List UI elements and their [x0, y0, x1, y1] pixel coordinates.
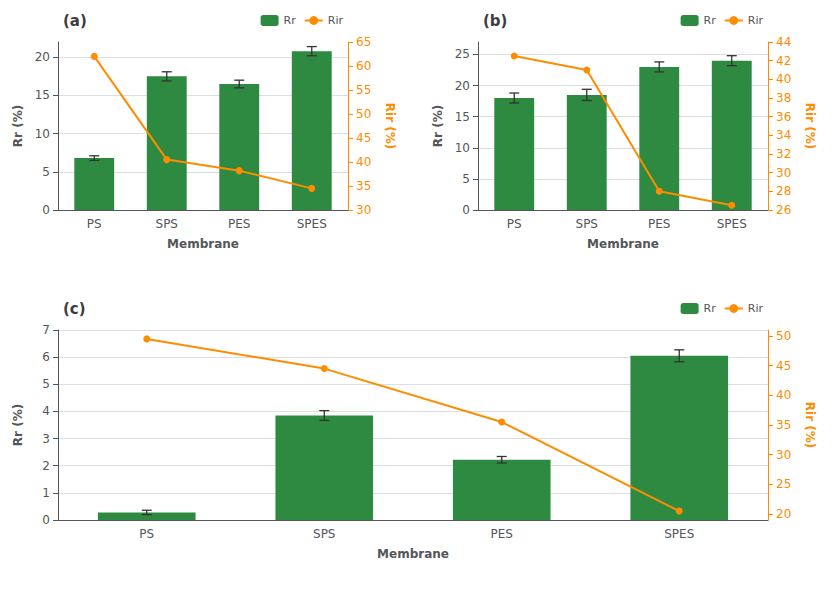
svg-text:36: 36 — [776, 110, 791, 124]
svg-text:32: 32 — [776, 147, 791, 161]
svg-text:SPS: SPS — [576, 217, 598, 231]
svg-text:50: 50 — [776, 329, 791, 343]
svg-text:25: 25 — [455, 47, 470, 61]
svg-text:4: 4 — [42, 404, 50, 418]
svg-text:SPS: SPS — [156, 217, 178, 231]
svg-text:15: 15 — [35, 88, 50, 102]
svg-text:5: 5 — [42, 165, 50, 179]
svg-text:PS: PS — [507, 217, 522, 231]
svg-text:(c): (c) — [63, 300, 86, 318]
svg-text:44: 44 — [776, 35, 791, 49]
svg-text:PES: PES — [491, 527, 513, 541]
svg-text:Rr (%): Rr (%) — [11, 404, 25, 446]
svg-text:20: 20 — [35, 50, 50, 64]
svg-text:45: 45 — [776, 359, 791, 373]
svg-text:42: 42 — [776, 54, 791, 68]
svg-text:28: 28 — [776, 184, 791, 198]
svg-text:7: 7 — [42, 323, 50, 337]
svg-text:Rr: Rr — [704, 302, 717, 315]
svg-text:PS: PS — [139, 527, 154, 541]
svg-text:30: 30 — [776, 448, 791, 462]
svg-text:PES: PES — [228, 217, 250, 231]
svg-text:20: 20 — [455, 79, 470, 93]
svg-text:15: 15 — [455, 110, 470, 124]
svg-text:65: 65 — [356, 35, 371, 49]
svg-text:50: 50 — [356, 107, 371, 121]
svg-text:0: 0 — [42, 513, 50, 527]
svg-text:30: 30 — [776, 166, 791, 180]
svg-text:Membrane: Membrane — [167, 237, 239, 251]
svg-text:SPES: SPES — [297, 217, 327, 231]
svg-text:Rir: Rir — [748, 302, 764, 315]
svg-text:Rir (%): Rir (%) — [383, 103, 397, 149]
svg-text:PS: PS — [87, 217, 102, 231]
svg-text:PES: PES — [648, 217, 670, 231]
svg-text:SPS: SPS — [313, 527, 335, 541]
svg-text:6: 6 — [42, 350, 50, 364]
svg-text:Rir: Rir — [328, 14, 344, 27]
svg-text:Rr: Rr — [704, 14, 717, 27]
svg-text:2: 2 — [42, 459, 50, 473]
svg-text:Rr (%): Rr (%) — [431, 105, 445, 147]
svg-text:35: 35 — [356, 179, 371, 193]
svg-text:1: 1 — [42, 486, 50, 500]
svg-text:55: 55 — [356, 83, 371, 97]
svg-text:(a): (a) — [63, 12, 87, 30]
svg-text:Rr: Rr — [284, 14, 297, 27]
svg-text:10: 10 — [455, 141, 470, 155]
svg-text:3: 3 — [42, 432, 50, 446]
svg-text:25: 25 — [776, 477, 791, 491]
svg-text:40: 40 — [356, 155, 371, 169]
svg-text:30: 30 — [356, 203, 371, 217]
svg-text:5: 5 — [462, 172, 470, 186]
svg-text:45: 45 — [356, 131, 371, 145]
svg-text:40: 40 — [776, 388, 791, 402]
svg-text:34: 34 — [776, 128, 791, 142]
svg-text:20: 20 — [776, 507, 791, 521]
svg-text:35: 35 — [776, 418, 791, 432]
svg-text:26: 26 — [776, 203, 791, 217]
svg-text:0: 0 — [42, 203, 50, 217]
svg-text:5: 5 — [42, 377, 50, 391]
svg-text:Rir (%): Rir (%) — [803, 402, 817, 448]
svg-text:Rir (%): Rir (%) — [803, 103, 817, 149]
svg-text:SPES: SPES — [717, 217, 747, 231]
svg-text:Rr (%): Rr (%) — [11, 105, 25, 147]
svg-text:38: 38 — [776, 91, 791, 105]
svg-text:10: 10 — [35, 127, 50, 141]
svg-text:SPES: SPES — [664, 527, 694, 541]
svg-text:0: 0 — [462, 203, 470, 217]
svg-text:(b): (b) — [483, 12, 507, 30]
svg-text:40: 40 — [776, 72, 791, 86]
svg-text:Membrane: Membrane — [587, 237, 659, 251]
svg-text:Membrane: Membrane — [377, 547, 449, 561]
svg-text:Rir: Rir — [748, 14, 764, 27]
svg-text:60: 60 — [356, 59, 371, 73]
